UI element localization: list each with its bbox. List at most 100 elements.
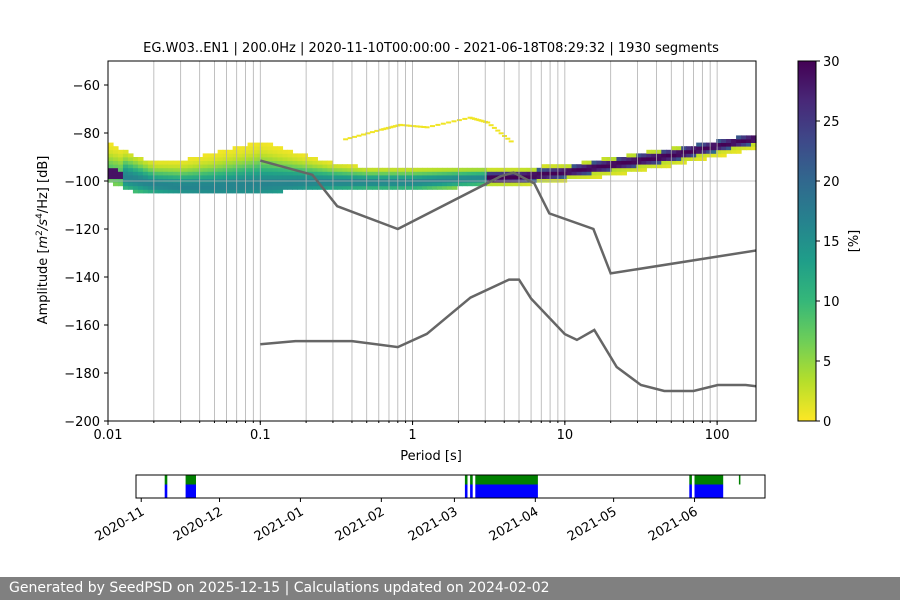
heatmap-cell xyxy=(681,157,687,161)
heatmap-cell xyxy=(252,189,259,194)
heatmap-cell xyxy=(476,182,483,187)
heatmap-cell xyxy=(207,185,214,190)
heatmap-cell xyxy=(430,125,435,128)
heatmap-cell xyxy=(212,189,219,194)
heatmap-cell xyxy=(307,175,313,179)
heatmap-cell xyxy=(407,124,413,127)
heatmap-cell xyxy=(112,175,119,179)
heatmap-cell xyxy=(157,171,164,176)
heatmap-cell xyxy=(332,175,338,179)
colorbar-tick-label: 20 xyxy=(823,175,840,190)
y-axis-label-part: /Hz] [dB] xyxy=(36,156,51,214)
heatmap-cell xyxy=(466,175,473,179)
heatmap-cell xyxy=(626,164,632,169)
heatmap-cell xyxy=(571,175,578,179)
heatmap-cell xyxy=(561,171,568,176)
heatmap-cell xyxy=(716,142,722,147)
heatmap-cell xyxy=(696,146,702,151)
heatmap-cell xyxy=(197,157,204,161)
heatmap-cell xyxy=(606,160,613,165)
heatmap-cell xyxy=(586,175,593,179)
heatmap-cell xyxy=(636,153,642,158)
heatmap-cell xyxy=(202,189,209,194)
heatmap-cell xyxy=(122,157,129,161)
ppsd-panel: EG.W03..EN1 | 200.0Hz | 2020-11-10T00:00… xyxy=(35,41,757,464)
heatmap-cell xyxy=(207,167,214,172)
heatmap-cell xyxy=(147,185,154,190)
heatmap-cell xyxy=(387,175,393,179)
heatmap-cell xyxy=(347,171,353,176)
heatmap-cell xyxy=(267,185,274,190)
y-axis-label-part: m xyxy=(36,236,51,249)
heatmap-cell xyxy=(167,160,174,165)
heatmap-cell xyxy=(147,182,154,187)
heatmap-cell xyxy=(701,149,707,154)
heatmap-cell xyxy=(636,167,642,172)
heatmap-cell xyxy=(631,157,637,161)
heatmap-cell xyxy=(392,182,398,187)
heatmap-cell xyxy=(217,153,224,158)
heatmap-cell xyxy=(217,167,224,172)
heatmap-cell xyxy=(352,182,358,187)
heatmap-cell xyxy=(561,164,568,169)
heatmap-cell xyxy=(377,185,383,190)
figure: EG.W03..EN1 | 200.0Hz | 2020-11-10T00:00… xyxy=(35,41,862,545)
heatmap-cell xyxy=(222,160,229,165)
heatmap-cell xyxy=(172,164,179,169)
y-axis-label-part: 2 xyxy=(35,230,45,236)
used-segment xyxy=(694,475,724,485)
heatmap-cell xyxy=(147,164,154,169)
heatmap-cell xyxy=(302,182,308,187)
heatmap-cell xyxy=(471,175,478,179)
heatmap-cell xyxy=(432,171,438,176)
heatmap-cell xyxy=(342,185,348,190)
plot-area xyxy=(108,61,756,421)
heatmap-cell xyxy=(432,182,438,187)
heatmap-cell xyxy=(422,167,428,172)
heatmap-cell xyxy=(412,167,418,172)
heatmap-cell xyxy=(551,171,558,176)
heatmap-cell xyxy=(327,185,333,190)
heatmap-cell xyxy=(227,175,234,179)
heatmap-cell xyxy=(202,185,209,190)
heatmap-cell xyxy=(322,175,328,179)
heatmap-cell xyxy=(152,189,159,194)
heatmap-cell xyxy=(736,142,742,147)
heatmap-cell xyxy=(342,171,348,176)
heatmap-cell xyxy=(461,171,468,176)
heatmap-cell xyxy=(611,171,618,176)
heatmap-cell xyxy=(566,167,573,172)
heatmap-cell xyxy=(297,153,303,158)
heatmap-cell xyxy=(441,185,448,190)
heatmap-cell xyxy=(217,175,224,179)
heatmap-cell xyxy=(402,182,408,187)
heatmap-cell xyxy=(277,167,284,172)
heatmap-cell xyxy=(172,167,179,172)
heatmap-cell xyxy=(651,157,657,161)
heatmap-cell xyxy=(122,167,129,172)
y-tick-label: −100 xyxy=(64,175,100,190)
heatmap-cell xyxy=(117,167,124,172)
heatmap-cell xyxy=(337,182,343,187)
heatmap-cell xyxy=(108,160,114,165)
heatmap-cell xyxy=(237,149,244,154)
heatmap-cell xyxy=(496,171,503,176)
heatmap-cell xyxy=(591,164,598,169)
y-axis-label-part: / xyxy=(36,224,51,231)
heatmap-cell xyxy=(576,171,583,176)
heatmap-cell xyxy=(197,167,204,172)
heatmap-cell xyxy=(332,167,338,172)
heatmap-cell xyxy=(422,171,428,176)
heatmap-cell xyxy=(108,164,114,169)
heatmap-cell xyxy=(382,171,388,176)
heatmap-cell xyxy=(247,189,254,194)
heatmap-cell xyxy=(586,167,593,172)
heatmap-cell xyxy=(417,182,423,187)
heatmap-cell xyxy=(147,189,154,194)
heatmap-cell xyxy=(317,164,323,169)
heatmap-cell xyxy=(127,171,134,176)
heatmap-cell xyxy=(112,157,119,161)
heatmap-cell xyxy=(601,157,608,161)
heatmap-cell xyxy=(495,129,501,132)
heatmap-cell xyxy=(661,149,667,154)
